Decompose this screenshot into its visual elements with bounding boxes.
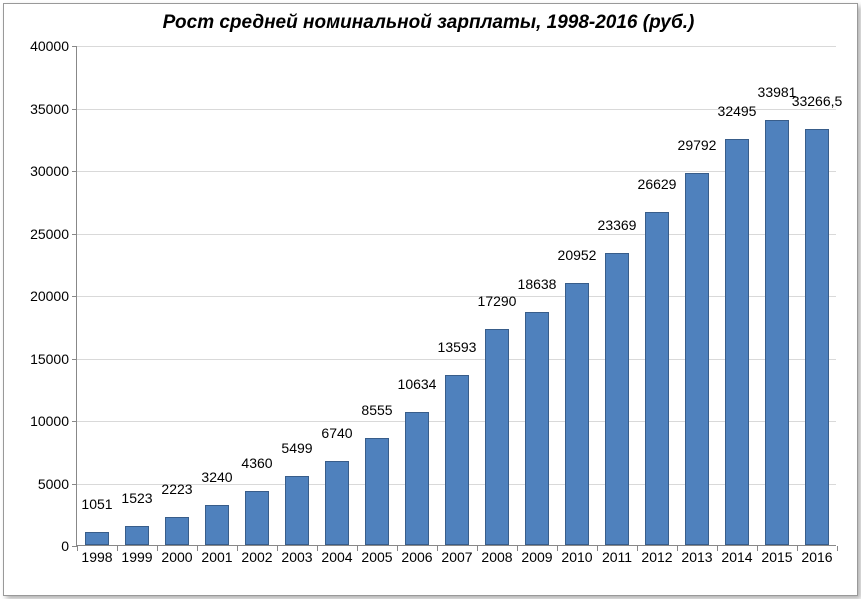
bar-value-label: 13593: [438, 339, 477, 357]
y-axis-label: 40000: [30, 38, 77, 54]
x-axis-label: 2013: [681, 545, 712, 565]
bar: [725, 139, 750, 545]
x-axis-label: 2004: [321, 545, 352, 565]
y-axis-label: 5000: [38, 476, 77, 492]
x-axis-label: 2003: [281, 545, 312, 565]
x-axis-label: 1999: [121, 545, 152, 565]
y-axis-label: 0: [61, 538, 77, 554]
x-axis-label: 2008: [481, 545, 512, 565]
x-tick-mark: [557, 546, 558, 551]
bar-value-label: 10634: [398, 376, 437, 394]
chart-title: Рост средней номинальной зарплаты, 1998-…: [12, 12, 845, 34]
x-axis-label: 2000: [161, 545, 192, 565]
x-tick-mark: [117, 546, 118, 551]
y-axis-label: 20000: [30, 288, 77, 304]
bar: [765, 120, 790, 545]
x-tick-mark: [837, 546, 838, 551]
bar: [685, 173, 710, 545]
x-axis-label: 2002: [241, 545, 272, 565]
bar-value-label: 8555: [361, 402, 392, 420]
y-axis-label: 15000: [30, 351, 77, 367]
bar: [85, 532, 110, 545]
bar-value-label: 29792: [678, 137, 717, 155]
bar: [805, 129, 830, 545]
bar: [605, 253, 630, 545]
bar-value-label: 26629: [638, 176, 677, 194]
bar-value-label: 4360: [241, 455, 272, 473]
x-tick-mark: [477, 546, 478, 551]
bar: [485, 329, 510, 545]
bar-value-label: 5499: [281, 440, 312, 458]
x-tick-mark: [437, 546, 438, 551]
bar-value-label: 2223: [161, 481, 192, 499]
bar-value-label: 32495: [718, 103, 757, 121]
bar: [445, 375, 470, 545]
x-tick-mark: [677, 546, 678, 551]
y-axis-label: 35000: [30, 101, 77, 117]
x-tick-mark: [237, 546, 238, 551]
bar: [365, 438, 390, 545]
x-axis-label: 2010: [561, 545, 592, 565]
x-axis-label: 2015: [761, 545, 792, 565]
bar: [285, 476, 310, 545]
bar: [525, 312, 550, 545]
bar-value-label: 33266,5: [792, 93, 843, 111]
x-tick-mark: [797, 546, 798, 551]
x-tick-mark: [357, 546, 358, 551]
grid-line: [77, 359, 836, 360]
bar-value-label: 18638: [518, 276, 557, 294]
bar-value-label: 1051: [81, 496, 112, 514]
bar: [565, 283, 590, 545]
x-axis-label: 2005: [361, 545, 392, 565]
x-tick-mark: [757, 546, 758, 551]
x-tick-mark: [597, 546, 598, 551]
bar: [165, 517, 190, 545]
bar: [205, 505, 230, 546]
x-axis-label: 2006: [401, 545, 432, 565]
grid-line: [77, 46, 836, 47]
chart-frame: Рост средней номинальной зарплаты, 1998-…: [3, 3, 858, 596]
y-axis-label: 10000: [30, 413, 77, 429]
bar: [645, 212, 670, 545]
x-tick-mark: [397, 546, 398, 551]
x-tick-mark: [317, 546, 318, 551]
bar-value-label: 33981: [758, 84, 797, 102]
x-tick-mark: [277, 546, 278, 551]
x-axis-label: 2001: [201, 545, 232, 565]
x-axis-label: 2007: [441, 545, 472, 565]
bar-value-label: 23369: [598, 217, 637, 235]
y-axis-label: 25000: [30, 226, 77, 242]
bar-value-label: 3240: [201, 469, 232, 487]
x-tick-mark: [637, 546, 638, 551]
x-tick-mark: [157, 546, 158, 551]
x-tick-mark: [517, 546, 518, 551]
x-tick-mark: [77, 546, 78, 551]
x-tick-mark: [197, 546, 198, 551]
bar-value-label: 20952: [558, 247, 597, 265]
chart-area: 0 5000 10000 15000 20000 25000 30000 35000 40000…: [12, 40, 845, 580]
plot-area: 0500010000150002000025000300003500040000…: [76, 46, 836, 546]
grid-line: [77, 296, 836, 297]
bar: [405, 412, 430, 545]
x-axis-label: 2012: [641, 545, 672, 565]
x-tick-mark: [717, 546, 718, 551]
x-axis-label: 2011: [602, 545, 632, 565]
grid-line: [77, 234, 836, 235]
x-axis-label: 2009: [521, 545, 552, 565]
x-axis-label: 1998: [81, 545, 112, 565]
bar: [245, 491, 270, 546]
grid-line: [77, 171, 836, 172]
x-axis-label: 2014: [721, 545, 752, 565]
bar-value-label: 1523: [121, 490, 152, 508]
bar-value-label: 17290: [478, 293, 517, 311]
bar-value-label: 6740: [321, 425, 352, 443]
y-axis-label: 30000: [30, 163, 77, 179]
bar: [325, 461, 350, 545]
x-axis-label: 2016: [801, 545, 832, 565]
bar: [125, 526, 150, 545]
